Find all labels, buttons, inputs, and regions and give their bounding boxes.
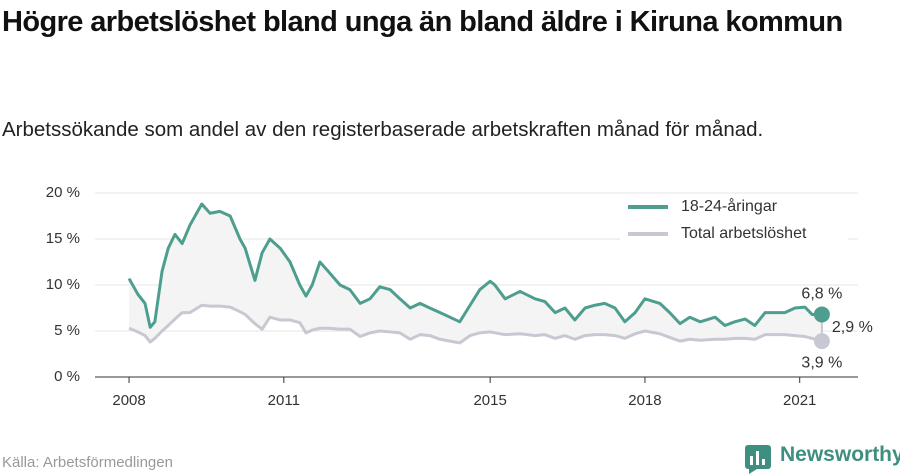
end-label: 6,8 % bbox=[801, 286, 842, 303]
y-tick-label: 20 % bbox=[46, 184, 80, 201]
x-tick-label: 2008 bbox=[112, 392, 145, 409]
end-point bbox=[813, 333, 830, 350]
x-tick-label: 2011 bbox=[268, 392, 300, 409]
gap-area bbox=[129, 204, 822, 343]
x-tick-label: 2015 bbox=[473, 392, 506, 409]
x-tick-label: 2021 bbox=[783, 392, 816, 409]
series-line bbox=[127, 202, 822, 329]
source: Källa: Arbetsförmedlingen bbox=[2, 454, 173, 471]
legend-label: 18-24-åringar bbox=[681, 197, 778, 215]
series-line bbox=[128, 303, 823, 345]
difference-label: 2,9 % bbox=[832, 319, 873, 336]
y-tick-label: 0 % bbox=[54, 368, 80, 385]
x-tick-label: 2018 bbox=[628, 392, 661, 409]
chart-subtitle: Arbetssökande som andel av den registerb… bbox=[2, 118, 764, 141]
brand-name: Newsworthy bbox=[780, 443, 900, 466]
end-label: 3,9 % bbox=[801, 354, 842, 371]
chart-title: Högre arbetslöshet bland unga än bland ä… bbox=[2, 6, 843, 38]
brand-logo bbox=[745, 445, 771, 474]
y-tick-label: 10 % bbox=[46, 276, 80, 293]
end-point bbox=[813, 306, 830, 323]
legend-label: Total arbetslöshet bbox=[681, 225, 807, 242]
y-tick-label: 15 % bbox=[46, 230, 80, 247]
y-tick-label: 5 % bbox=[54, 322, 80, 339]
